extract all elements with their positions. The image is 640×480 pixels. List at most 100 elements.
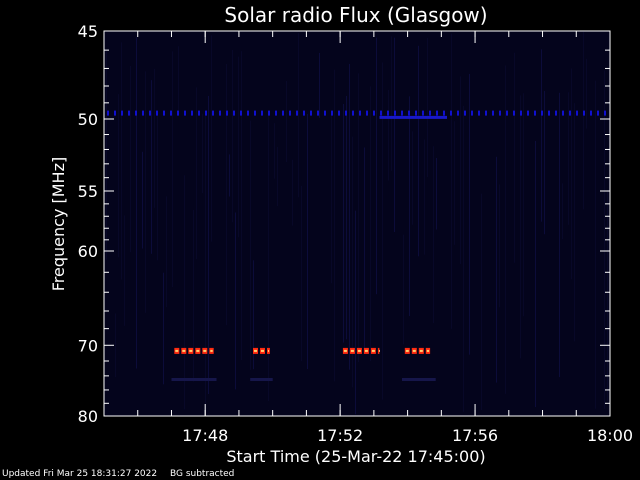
burst-core (268, 349, 269, 352)
band-dash (268, 110, 270, 116)
burst-core (357, 349, 361, 352)
noise-streak (142, 151, 143, 249)
burst-core (371, 349, 375, 352)
noise-streak (535, 140, 536, 408)
faint-band-mark (402, 378, 436, 381)
band-dash (492, 110, 494, 116)
noise-streak (307, 114, 308, 370)
noise-streak (298, 32, 299, 198)
burst-core (419, 349, 423, 352)
plot-frame (103, 30, 611, 417)
band-dash (548, 110, 550, 116)
noise-streak (469, 73, 470, 355)
x-axis-label: Start Time (25-Mar-22 17:45:00) (226, 447, 485, 466)
noise-streak (412, 131, 413, 225)
noise-streak (544, 90, 545, 235)
noise-streak (436, 158, 437, 230)
chart-title: Solar radio Flux (Glasgow) (224, 3, 487, 27)
burst-core (426, 349, 430, 352)
band-dash (415, 110, 417, 116)
noise-streak (604, 70, 605, 409)
band-dash (135, 110, 137, 116)
noise-streak (595, 80, 596, 409)
noise-streak (292, 159, 293, 226)
noise-streak (124, 215, 125, 326)
band-dash (604, 110, 606, 116)
footer: Updated Fri Mar 25 18:31:27 2022 BG subt… (2, 469, 244, 480)
noise-streak (376, 37, 377, 295)
band-dash (261, 110, 263, 116)
band-dash (149, 110, 151, 116)
band-dash (506, 110, 508, 116)
noise-streak (370, 86, 371, 362)
y-tick-label: 80 (78, 407, 98, 426)
noise-streak (382, 62, 383, 400)
noise-streak (301, 185, 302, 362)
x-tick-label: 17:52 (317, 426, 363, 445)
noise-streak (463, 105, 464, 412)
band-dash (562, 110, 564, 116)
burst-core (261, 349, 264, 352)
noise-streak (460, 76, 461, 265)
band-dash (289, 110, 291, 116)
noise-streak (523, 93, 524, 317)
noise-streak (178, 46, 179, 114)
noise-streak (520, 95, 521, 359)
bg-note: BG subtracted (169, 469, 235, 479)
band-dash (310, 110, 312, 116)
noise-streak (427, 37, 428, 177)
noise-streak (106, 51, 107, 260)
noise-streak (277, 146, 278, 207)
band-dash (429, 110, 431, 116)
band-dash (205, 110, 207, 116)
noise-streak (331, 111, 332, 284)
noise-streak (454, 121, 455, 245)
band-dash (366, 110, 368, 116)
band-dash (436, 110, 438, 116)
noise-streak (268, 111, 269, 402)
band-dash (156, 110, 158, 116)
band-dash (541, 110, 543, 116)
band-dash (142, 110, 144, 116)
noise-streak (253, 260, 254, 370)
noise-streak (541, 49, 542, 222)
burst-core (210, 349, 213, 352)
y-tick-label: 60 (78, 242, 98, 261)
band-solid (379, 115, 447, 119)
noise-streak (118, 94, 119, 258)
band-dash (408, 110, 410, 116)
band-dash (401, 110, 403, 116)
band-dash (128, 110, 130, 116)
noise-streak (388, 89, 389, 181)
burst-core (343, 349, 347, 352)
noise-streak (586, 58, 587, 129)
burst-core (378, 349, 380, 352)
noise-streak (352, 136, 353, 388)
noise-streak (151, 80, 152, 254)
band-dash (380, 110, 382, 116)
noise-streak (136, 37, 137, 369)
band-dash (184, 110, 186, 116)
noise-streak (202, 113, 203, 194)
noise-streak (433, 146, 434, 324)
band-dash (324, 110, 326, 116)
noise-streak (481, 193, 482, 411)
noise-streak (334, 69, 335, 382)
band-dash (317, 110, 319, 116)
noise-streak (121, 42, 122, 280)
burst-core (182, 349, 186, 352)
noise-streak (562, 183, 563, 240)
y-tick-label: 70 (78, 336, 98, 355)
noise-streak (229, 154, 230, 197)
band-dash (443, 110, 445, 116)
faint-band-mark (250, 378, 273, 381)
band-dash (464, 110, 466, 116)
noise-streak (226, 64, 227, 326)
band-dash (555, 110, 557, 116)
noise-streak (496, 156, 497, 383)
band-dash (394, 110, 396, 116)
noise-streak (418, 45, 419, 257)
band-dash (576, 110, 578, 116)
noise-streak (571, 68, 572, 280)
